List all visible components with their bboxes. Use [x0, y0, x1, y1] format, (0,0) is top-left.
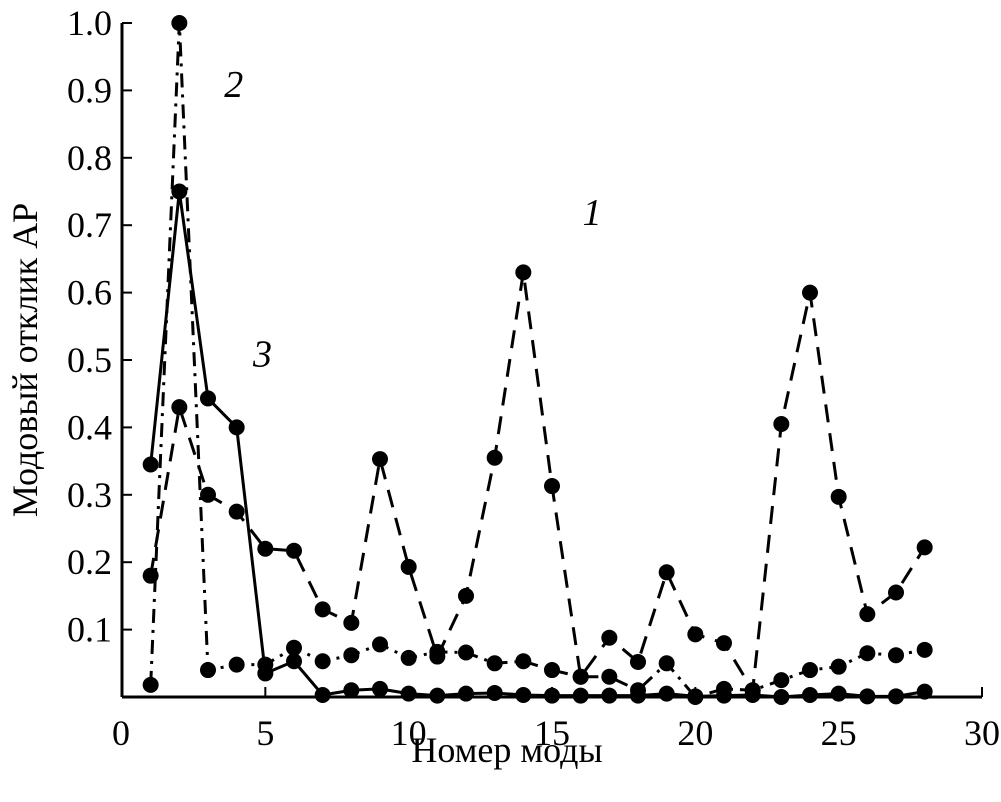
x-tick-label: 20	[677, 713, 713, 753]
series-3-point	[228, 419, 245, 436]
series-2-point	[773, 672, 790, 689]
series-1-point	[888, 584, 904, 601]
series-3-point	[744, 686, 761, 703]
series-3-point	[343, 682, 360, 699]
y-tick-label: 0.1	[67, 610, 112, 650]
curve-label-2: 2	[224, 64, 243, 106]
series-2-point	[572, 668, 589, 685]
series-3-point	[486, 684, 503, 701]
series-2-point	[171, 15, 188, 31]
series-2-point	[544, 662, 560, 679]
series-1-point	[314, 601, 331, 618]
series-3-point	[458, 685, 474, 702]
series-1-point	[601, 629, 618, 646]
y-tick-label: 0.6	[67, 273, 112, 313]
series-1-point	[486, 449, 503, 466]
x-tick-label: 5	[256, 713, 274, 753]
series-1-point	[372, 451, 388, 468]
series-1-point	[658, 564, 675, 581]
series-2-point	[830, 658, 847, 675]
series-2-point	[142, 676, 159, 693]
series-3-point	[372, 680, 388, 697]
x-ticks: 0 5 10 15 20 25 30	[112, 687, 1000, 753]
series-1-point	[458, 587, 474, 604]
series-3-line	[149, 190, 925, 699]
y-tick-label: 0.2	[67, 542, 112, 582]
series-1-point	[544, 478, 560, 495]
series-3-point	[257, 665, 274, 682]
x-tick-label: 25	[821, 713, 857, 753]
series-2-point	[286, 639, 302, 656]
series-1-point	[773, 416, 790, 433]
series-1-point	[257, 540, 274, 557]
series-2-point	[916, 641, 933, 658]
series-1-point	[859, 606, 876, 623]
series-2-point	[658, 655, 675, 672]
series-1-point	[630, 653, 646, 670]
series-1-point	[515, 264, 532, 281]
series-1-point	[200, 486, 216, 503]
curve-label-3: 3	[252, 334, 272, 376]
series-1-point	[830, 488, 847, 505]
y-axis-title: Модовый отклик АР	[5, 203, 45, 517]
series-2-point	[888, 647, 904, 664]
x-tick-label: 0	[112, 713, 130, 753]
series-2-point	[802, 662, 818, 679]
curve-label-1: 1	[583, 192, 602, 234]
series-3-point	[200, 390, 216, 407]
y-tick-label: 0.8	[67, 138, 112, 178]
series-3-point	[142, 456, 159, 473]
series-2-line	[149, 21, 925, 699]
series-2-point	[859, 645, 876, 662]
y-tick-label: 0.5	[67, 340, 112, 380]
curve-labels: 1 2 3	[224, 64, 601, 376]
y-tick-label: 0.7	[67, 205, 112, 245]
series-1-point	[687, 626, 704, 643]
series-1-point	[228, 503, 245, 520]
x-axis-title: Номер моды	[411, 730, 602, 770]
series-2-point	[200, 662, 216, 679]
series-2-point	[486, 655, 503, 672]
y-tick-label: 0.3	[67, 475, 112, 515]
x-tick-label: 15	[534, 713, 570, 753]
series-1-point	[916, 539, 933, 556]
series-3-point	[658, 685, 675, 702]
series-3-point	[286, 653, 302, 670]
series-1-point	[343, 614, 360, 631]
y-tick-label: 1.0	[67, 3, 112, 43]
series-2-point	[228, 656, 245, 673]
series-1-point	[142, 567, 159, 584]
y-tick-label: 0.4	[67, 407, 112, 447]
series-3-point	[314, 686, 331, 703]
series-3-point	[515, 686, 532, 703]
y-tick-label: 0.9	[67, 70, 112, 110]
x-tick-label: 30	[964, 713, 1000, 753]
series-2-point	[314, 653, 331, 670]
series-3-point	[802, 686, 818, 703]
series-2-point	[400, 649, 417, 666]
y-ticks: 0.1 0.2 0.3 0.4 0.5 0.6 0.7 0.8 0.9 1.0	[67, 3, 132, 650]
series-2-point	[372, 636, 388, 653]
series-2-point	[458, 644, 474, 661]
series-2-point	[343, 647, 360, 664]
series-2-point	[601, 668, 618, 685]
series-1-point	[400, 558, 417, 575]
series-1-point	[171, 399, 188, 416]
series-1-point	[286, 542, 302, 559]
series-1-line	[149, 270, 926, 692]
x-tick-label: 10	[391, 713, 427, 753]
points-layer	[142, 15, 933, 705]
series-1-point	[802, 284, 818, 301]
series-3-point	[171, 183, 188, 200]
series-2-point	[429, 643, 446, 660]
series-2-point	[515, 653, 532, 670]
series-1-point	[716, 635, 732, 652]
